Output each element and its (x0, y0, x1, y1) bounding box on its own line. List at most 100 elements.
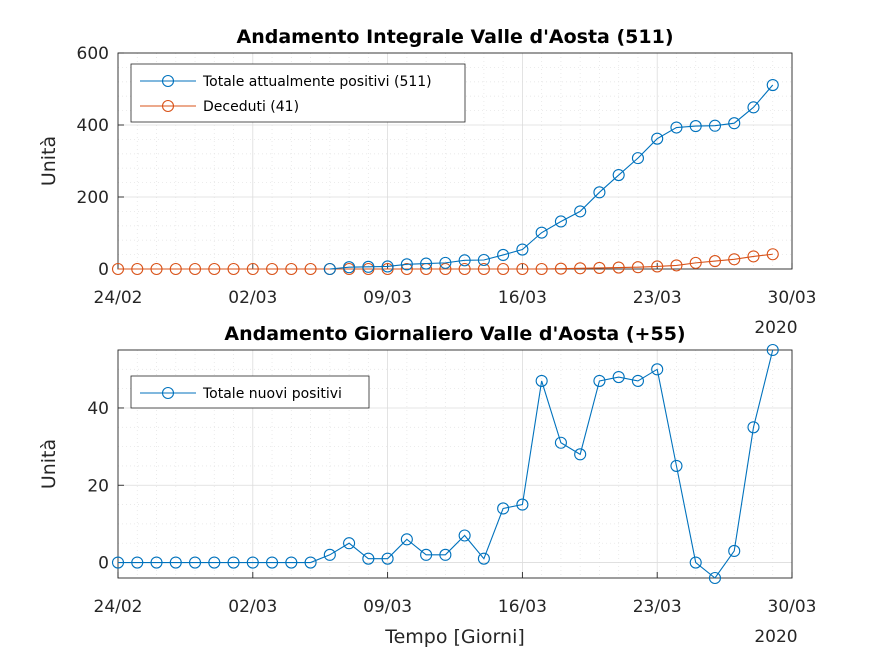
y-tick-label: 400 (77, 116, 109, 136)
y-axis-label: Unità (38, 136, 60, 186)
x-year-label: 2020 (754, 627, 797, 647)
legend-swatch-marker (161, 386, 175, 400)
x-tick-label: 02/03 (228, 288, 277, 308)
data-point (150, 262, 163, 276)
y-tick-label: 20 (87, 476, 109, 496)
data-point (362, 552, 375, 565)
data-point (169, 556, 182, 569)
data-point (227, 262, 240, 276)
data-point (131, 262, 144, 276)
x-tick-label: 30/03 (768, 597, 817, 617)
data-point (188, 262, 202, 276)
data-point (381, 552, 394, 565)
data-point (728, 544, 741, 557)
data-point (497, 248, 510, 262)
data-point (612, 371, 625, 384)
data-point (516, 243, 529, 256)
data-point (612, 168, 625, 182)
data-point (766, 248, 779, 261)
legend-entry-label: Deceduti (41) (203, 99, 299, 115)
data-point (285, 262, 298, 276)
data-point (439, 262, 452, 276)
x-axis-label: Tempo [Giorni] (384, 626, 525, 648)
data-point (323, 262, 336, 276)
data-point (554, 436, 567, 449)
data-point (670, 259, 683, 272)
data-point (458, 254, 471, 267)
data-point (535, 226, 548, 239)
data-point (631, 152, 644, 165)
data-point (458, 262, 471, 276)
data-point (516, 262, 529, 276)
data-point (612, 261, 625, 274)
data-point (535, 374, 548, 387)
data-point (208, 262, 221, 276)
x-tick-label: 09/03 (363, 288, 412, 308)
series-line-1 (329, 84, 774, 270)
data-point (477, 253, 490, 267)
data-point (266, 262, 279, 276)
data-point (246, 262, 259, 276)
legend-entry-label: Totale attualmente positivi (511) (202, 74, 432, 90)
y-tick-label: 0 (98, 554, 109, 574)
data-point (728, 117, 741, 130)
y-tick-label: 600 (77, 44, 109, 64)
chart-panel-1: 24/02 02/03 09/03 16/03 23/03 30/03 0 200 400 600… (38, 26, 817, 338)
data-point (246, 556, 259, 569)
data-point (766, 343, 779, 357)
chart-title: Andamento Giornaliero Valle d'Aosta (+55… (224, 323, 685, 345)
x-tick-label: 16/03 (498, 597, 547, 617)
data-point (747, 101, 760, 114)
data-point (593, 186, 606, 199)
data-point (670, 121, 683, 134)
x-tick-label: 24/02 (94, 597, 143, 617)
data-point (477, 262, 490, 276)
data-point (631, 374, 644, 387)
data-point (323, 548, 336, 561)
y-tick-label: 40 (87, 399, 109, 419)
data-point (651, 132, 664, 145)
data-point (400, 533, 413, 546)
chart-panel-2: 24/02 02/03 09/03 16/03 23/03 30/03 0 20 40 Andam… (38, 323, 817, 648)
data-point (747, 250, 760, 263)
data-point (631, 261, 644, 274)
legend-box (130, 63, 466, 123)
data-point (208, 556, 221, 569)
data-point (554, 262, 567, 275)
x-tick-label: 30/03 (768, 288, 817, 308)
y-tick-label: 0 (98, 260, 109, 280)
data-point (266, 556, 279, 569)
data-point (304, 262, 317, 276)
data-point (497, 262, 510, 276)
data-point (439, 548, 452, 561)
data-point (188, 556, 202, 569)
data-point (497, 502, 510, 515)
data-point (400, 258, 413, 271)
data-point (343, 261, 356, 274)
data-point (111, 556, 125, 569)
data-point (689, 556, 702, 569)
data-point (574, 448, 587, 461)
data-point (458, 529, 471, 542)
x-tick-label: 23/03 (633, 288, 682, 308)
legend-swatch-marker (161, 99, 175, 113)
data-point (227, 556, 240, 569)
data-point (131, 556, 144, 569)
data-point (362, 260, 375, 273)
x-tick-label: 16/03 (498, 288, 547, 308)
data-point (670, 459, 683, 472)
legend-swatch-marker (161, 74, 175, 88)
series-line-2 (118, 253, 773, 270)
data-point (766, 78, 779, 92)
data-point (708, 119, 722, 132)
data-point (439, 256, 452, 269)
data-point (420, 257, 433, 270)
data-point (285, 556, 298, 569)
data-point (689, 120, 702, 133)
x-tick-label: 23/03 (633, 597, 682, 617)
legend-box (130, 375, 370, 409)
data-point (708, 571, 722, 585)
data-point (535, 262, 548, 276)
x-tick-label: 02/03 (228, 597, 277, 617)
